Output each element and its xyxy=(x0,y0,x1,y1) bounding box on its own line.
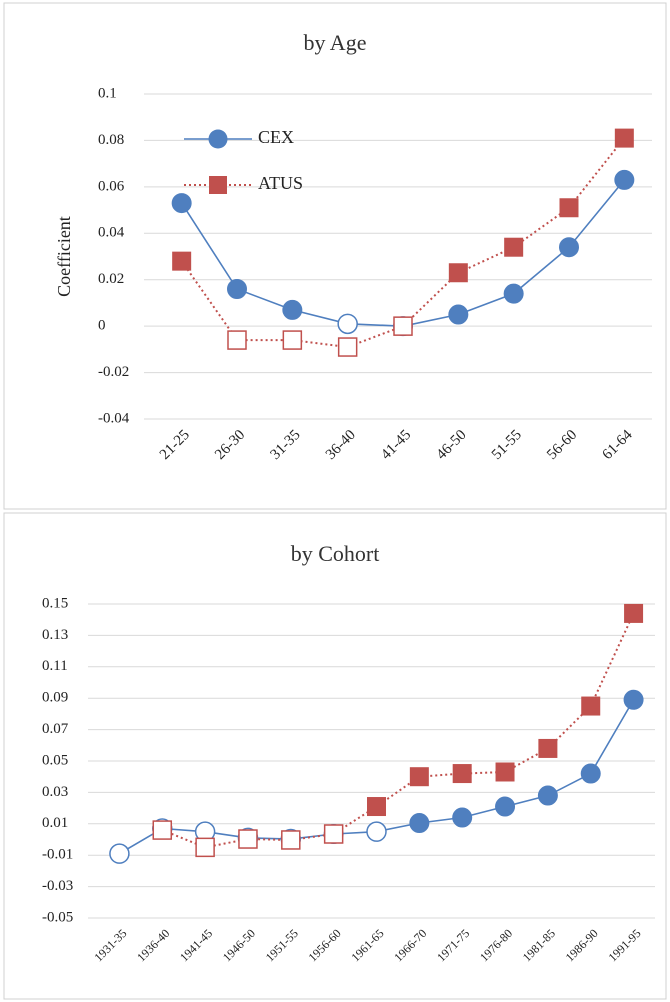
series xyxy=(171,169,635,337)
y-tick-label: 0.11 xyxy=(42,658,68,674)
circle-marker xyxy=(227,279,247,299)
chart-title: by Age xyxy=(304,30,367,55)
square-marker xyxy=(504,237,524,257)
legend-marker xyxy=(209,176,227,194)
y-tick-label: 0.03 xyxy=(42,784,68,800)
square-marker xyxy=(281,830,301,850)
y-tick-label: 0 xyxy=(98,318,106,334)
series xyxy=(152,603,644,858)
y-tick-label: -0.01 xyxy=(42,847,73,863)
circle-marker xyxy=(623,689,644,710)
y-tick-label: 0.01 xyxy=(42,815,68,831)
circle-marker xyxy=(366,821,387,842)
square-marker xyxy=(393,316,413,336)
chart-panel xyxy=(3,2,667,510)
series xyxy=(172,128,634,357)
circle-marker xyxy=(409,813,430,834)
square-marker xyxy=(323,824,344,844)
square-marker xyxy=(538,738,558,758)
y-tick-label: -0.03 xyxy=(42,878,73,894)
square-marker xyxy=(581,696,601,716)
square-marker xyxy=(238,829,258,849)
circle-marker xyxy=(495,796,516,817)
legend-label: CEX xyxy=(258,127,294,147)
y-tick-label: -0.05 xyxy=(42,909,73,925)
circle-marker xyxy=(580,763,601,784)
y-tick-label: 0.07 xyxy=(42,721,69,737)
chart-panel xyxy=(3,512,667,1000)
circle-marker xyxy=(452,807,473,828)
y-tick-label: 0.15 xyxy=(42,595,68,611)
square-marker xyxy=(409,767,429,787)
circle-marker xyxy=(448,304,469,325)
square-marker xyxy=(495,762,515,782)
square-marker xyxy=(152,820,173,840)
circle-marker xyxy=(171,193,192,214)
square-marker xyxy=(624,603,644,623)
square-marker xyxy=(452,764,472,784)
y-tick-label: 0.1 xyxy=(98,85,117,101)
y-tick-label: 0.09 xyxy=(42,690,68,706)
circle-marker xyxy=(537,785,558,806)
circle-marker xyxy=(614,169,635,190)
square-marker xyxy=(367,797,386,817)
circle-marker xyxy=(282,299,303,320)
y-tick-label: 0.06 xyxy=(98,178,125,194)
circle-marker xyxy=(337,313,358,335)
square-marker xyxy=(337,337,358,357)
legend-label: ATUS xyxy=(258,173,303,193)
y-tick-label: 0.05 xyxy=(42,752,68,768)
square-marker xyxy=(614,128,634,148)
chart-title: by Cohort xyxy=(291,541,380,566)
circle-marker xyxy=(109,843,130,864)
square-marker xyxy=(559,198,579,218)
y-tick-label: 0.08 xyxy=(98,132,124,148)
y-tick-label: -0.04 xyxy=(98,410,130,426)
square-marker xyxy=(448,263,468,283)
square-marker xyxy=(172,251,192,271)
circle-marker xyxy=(559,237,579,258)
square-marker xyxy=(282,330,303,350)
y-tick-label: 0.13 xyxy=(42,627,68,643)
square-marker xyxy=(227,330,247,350)
y-axis-label: Coefficient xyxy=(54,216,74,297)
square-marker xyxy=(195,837,215,858)
y-tick-label: 0.04 xyxy=(98,225,125,241)
legend-marker xyxy=(208,129,228,149)
circle-marker xyxy=(503,283,524,304)
y-tick-label: 0.02 xyxy=(98,271,124,287)
y-tick-label: -0.02 xyxy=(98,364,129,380)
